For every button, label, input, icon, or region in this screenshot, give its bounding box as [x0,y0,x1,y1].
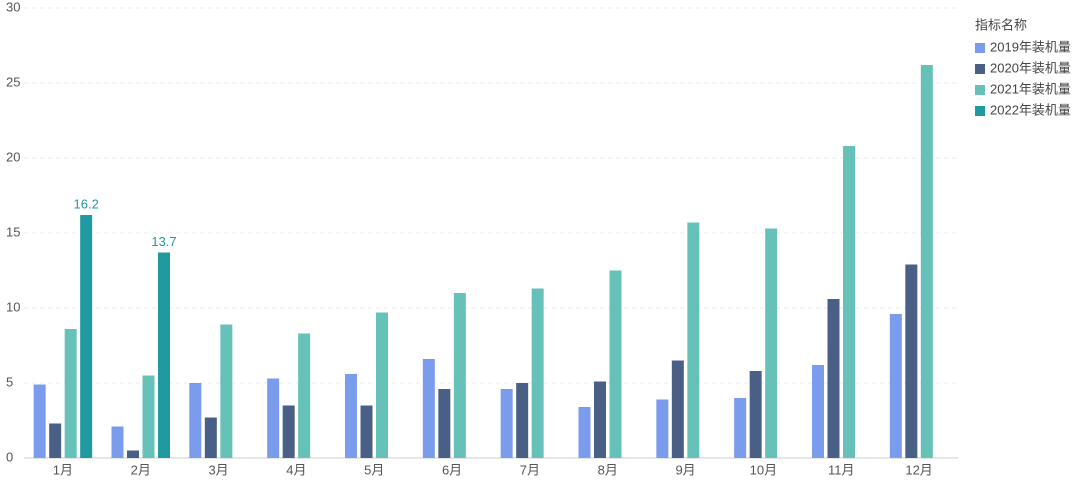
x-tick-label: 6月 [442,462,462,477]
y-tick-label: 10 [6,299,20,314]
y-tick-label: 5 [6,374,13,389]
bar [734,398,747,458]
legend-swatch [975,64,985,74]
legend-swatch [975,85,985,95]
bar [298,333,311,458]
bar [422,359,435,458]
x-tick-label: 3月 [208,462,228,477]
bar [889,314,902,458]
y-tick-label: 30 [6,0,20,14]
x-tick-label: 10月 [750,462,777,477]
x-tick-label: 5月 [364,462,384,477]
x-tick-label: 8月 [598,462,618,477]
bar [360,405,373,458]
x-tick-label: 11月 [828,462,855,477]
bar [127,450,139,458]
bar [220,324,233,458]
bar [142,375,155,458]
bar [189,383,202,458]
bar [609,270,622,458]
x-tick-label: 12月 [905,462,932,477]
bar [905,264,918,458]
y-tick-label: 20 [6,149,20,164]
x-tick-label: 2月 [131,462,151,477]
bar [920,65,933,458]
bar [812,365,824,458]
legend-label: 2019年装机量 [990,39,1071,54]
bar [49,423,62,458]
bar [843,146,855,458]
data-label: 13.7 [151,234,176,249]
bar [158,252,170,458]
legend-label: 2020年装机量 [990,60,1071,75]
y-tick-label: 15 [6,224,20,239]
bar [345,374,357,458]
bar [671,360,684,458]
legend-swatch [975,43,985,53]
bar [827,299,840,458]
bar [282,405,295,458]
legend-label: 2022年装机量 [990,102,1071,117]
bar [594,381,606,458]
legend-swatch [975,106,985,116]
x-tick-label: 1月 [53,462,73,477]
bar [500,389,513,458]
bar [687,222,700,458]
data-label: 16.2 [74,196,99,211]
bar [204,417,217,458]
y-tick-label: 0 [6,449,13,464]
bar [749,371,762,458]
bar [453,293,466,458]
bar [578,407,591,458]
bar [516,383,529,458]
x-tick-label: 9月 [675,462,695,477]
x-tick-label: 7月 [520,462,540,477]
legend-title: 指标名称 [975,17,1027,32]
bar [656,399,669,458]
x-tick-label: 4月 [286,462,306,477]
bar [531,288,544,458]
y-tick-label: 25 [6,74,20,89]
bar [80,215,93,458]
bar [111,426,124,458]
bar [376,312,388,458]
bar [64,329,77,458]
bar [765,228,778,458]
bar [33,384,46,458]
bar [438,389,451,458]
bar [267,378,280,458]
legend-label: 2021年装机量 [990,81,1071,96]
